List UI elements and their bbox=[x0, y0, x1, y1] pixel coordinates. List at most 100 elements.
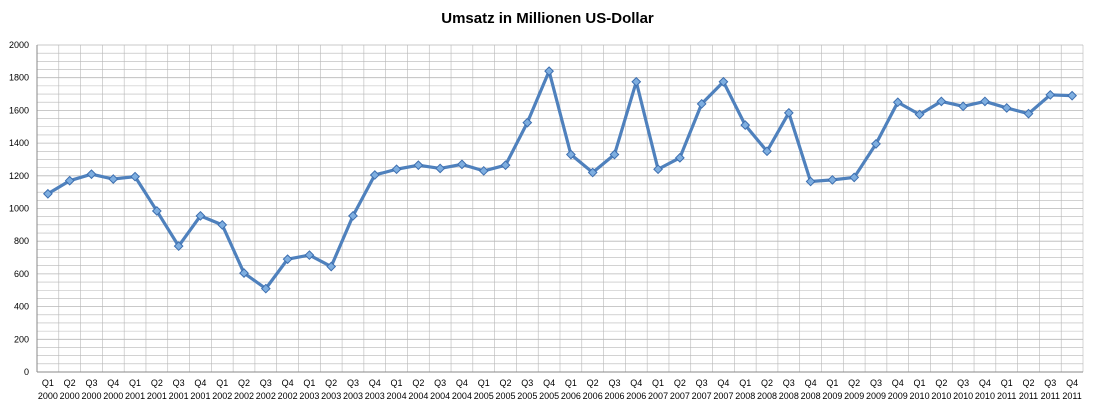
data-point bbox=[304, 250, 315, 261]
x-tick-label-year: 2008 bbox=[735, 391, 755, 401]
x-tick-label-year: 2010 bbox=[910, 391, 930, 401]
x-tick-label-quarter: Q1 bbox=[1001, 378, 1013, 388]
x-tick-label-year: 2003 bbox=[343, 391, 363, 401]
x-tick-label-year: 2001 bbox=[147, 391, 167, 401]
x-tick-label-year: 2001 bbox=[169, 391, 189, 401]
x-tick-label-year: 2008 bbox=[757, 391, 777, 401]
data-point bbox=[1001, 103, 1012, 113]
x-tick-label-quarter: Q2 bbox=[674, 378, 686, 388]
x-tick-label-quarter: Q4 bbox=[1066, 378, 1078, 388]
x-tick-label-quarter: Q1 bbox=[478, 378, 490, 388]
data-point bbox=[762, 146, 772, 157]
axes bbox=[36, 45, 1083, 373]
y-tick-label: 200 bbox=[14, 334, 29, 344]
x-tick-label-year: 2006 bbox=[626, 391, 646, 401]
x-tick-label-quarter: Q3 bbox=[260, 378, 272, 388]
y-tick-label: 1200 bbox=[9, 171, 29, 181]
data-point bbox=[892, 97, 903, 108]
x-tick-label-quarter: Q1 bbox=[652, 378, 664, 388]
x-tick-label-quarter: Q3 bbox=[1044, 378, 1056, 388]
x-tick-label-year: 2009 bbox=[844, 391, 864, 401]
data-point bbox=[326, 261, 337, 272]
x-tick-label-quarter: Q2 bbox=[500, 378, 512, 388]
series-line-group bbox=[46, 69, 1074, 291]
x-tick-label-year: 2000 bbox=[103, 391, 123, 401]
x-tick-label-quarter: Q1 bbox=[42, 378, 54, 388]
data-point bbox=[609, 149, 620, 160]
data-point bbox=[1023, 108, 1034, 119]
data-point bbox=[151, 206, 162, 216]
x-tick-label-quarter: Q3 bbox=[870, 378, 882, 388]
grid bbox=[36, 44, 1084, 373]
x-tick-label-quarter: Q4 bbox=[805, 378, 817, 388]
data-point bbox=[86, 169, 97, 180]
x-tick-label-year: 2011 bbox=[1019, 391, 1038, 401]
x-tick-label-quarter: Q4 bbox=[892, 378, 904, 388]
data-point bbox=[914, 109, 925, 120]
data-points bbox=[42, 66, 1078, 294]
y-tick-label: 1800 bbox=[9, 73, 29, 83]
x-tick-label-quarter: Q1 bbox=[303, 378, 315, 388]
data-point bbox=[740, 120, 751, 131]
y-tick-label: 2000 bbox=[9, 40, 29, 50]
y-tick-label: 0 bbox=[24, 367, 29, 377]
data-point bbox=[500, 160, 511, 171]
data-point bbox=[42, 188, 53, 199]
x-tick-label-year: 2009 bbox=[822, 391, 842, 401]
y-tick-label: 800 bbox=[14, 236, 29, 246]
data-point bbox=[544, 66, 555, 77]
x-tick-label-year: 2004 bbox=[430, 391, 450, 401]
x-tick-label-year: 2005 bbox=[474, 391, 494, 401]
x-tick-label-quarter: Q4 bbox=[979, 378, 991, 388]
x-tick-label-year: 2002 bbox=[212, 391, 232, 401]
data-point bbox=[696, 98, 707, 109]
y-tick-label: 600 bbox=[14, 269, 29, 279]
x-tick-label-year: 2006 bbox=[604, 391, 624, 401]
data-point bbox=[348, 210, 358, 221]
data-point bbox=[130, 171, 140, 182]
data-point bbox=[173, 241, 184, 252]
x-tick-label-quarter: Q4 bbox=[369, 378, 381, 388]
x-tick-label-quarter: Q1 bbox=[216, 378, 228, 388]
x-tick-label-quarter: Q2 bbox=[761, 378, 773, 388]
x-tick-label-quarter: Q4 bbox=[107, 378, 119, 388]
data-point bbox=[457, 159, 467, 170]
data-point bbox=[239, 268, 249, 278]
x-tick-label-quarter: Q2 bbox=[587, 378, 599, 388]
data-point bbox=[435, 163, 446, 174]
x-tick-label-year: 2003 bbox=[321, 391, 341, 401]
x-tick-label-quarter: Q3 bbox=[957, 378, 969, 388]
x-tick-label-quarter: Q4 bbox=[543, 378, 555, 388]
x-tick-label-year: 2008 bbox=[779, 391, 799, 401]
x-tick-label-year: 2007 bbox=[713, 391, 733, 401]
x-tick-label-year: 2007 bbox=[648, 391, 668, 401]
x-tick-label-year: 2004 bbox=[387, 391, 407, 401]
x-tick-label-quarter: Q4 bbox=[630, 378, 642, 388]
x-tick-label-year: 2001 bbox=[190, 391, 210, 401]
data-point bbox=[849, 172, 860, 183]
x-tick-label-quarter: Q4 bbox=[456, 378, 468, 388]
x-tick-label-quarter: Q1 bbox=[826, 378, 838, 388]
data-point bbox=[391, 164, 402, 175]
data-point bbox=[108, 174, 119, 184]
x-tick-label-quarter: Q3 bbox=[85, 378, 97, 388]
data-point bbox=[64, 175, 75, 186]
chart-title: Umsatz in Millionen US-Dollar bbox=[441, 10, 654, 27]
x-tick-label-year: 2001 bbox=[125, 391, 145, 401]
x-tick-label-quarter: Q3 bbox=[608, 378, 620, 388]
x-tick-label-quarter: Q1 bbox=[739, 378, 751, 388]
data-point bbox=[805, 176, 816, 187]
x-tick-label-year: 2003 bbox=[299, 391, 319, 401]
data-point bbox=[631, 76, 642, 87]
data-point bbox=[674, 152, 685, 163]
data-point bbox=[565, 149, 576, 160]
data-point bbox=[653, 164, 663, 175]
x-tick-label-year: 2000 bbox=[81, 391, 101, 401]
x-tick-label-quarter: Q2 bbox=[935, 378, 947, 388]
data-point bbox=[958, 101, 969, 112]
data-point bbox=[217, 219, 228, 230]
data-point bbox=[936, 96, 947, 107]
data-point bbox=[827, 174, 838, 185]
